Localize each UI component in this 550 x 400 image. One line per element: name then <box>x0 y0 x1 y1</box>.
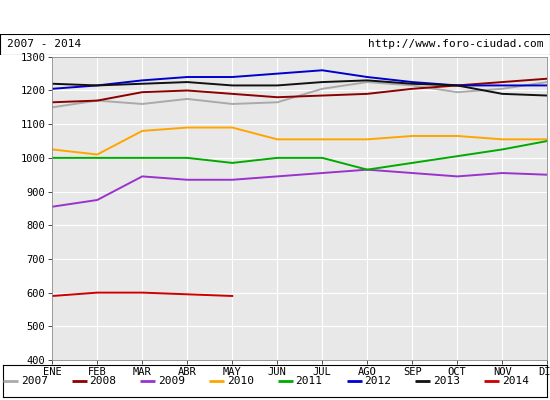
Text: 2007 - 2014: 2007 - 2014 <box>7 39 81 49</box>
Text: Evolucion del paro registrado en Valsequillo de Gran Canaria: Evolucion del paro registrado en Valsequ… <box>13 10 537 24</box>
Text: 2011: 2011 <box>296 376 323 386</box>
Text: 2014: 2014 <box>502 376 529 386</box>
Text: 2007: 2007 <box>21 376 48 386</box>
Text: 2012: 2012 <box>364 376 392 386</box>
Text: 2010: 2010 <box>227 376 254 386</box>
Text: 2008: 2008 <box>89 376 117 386</box>
Text: http://www.foro-ciudad.com: http://www.foro-ciudad.com <box>368 39 543 49</box>
Text: 2009: 2009 <box>158 376 185 386</box>
Text: 2013: 2013 <box>433 376 460 386</box>
